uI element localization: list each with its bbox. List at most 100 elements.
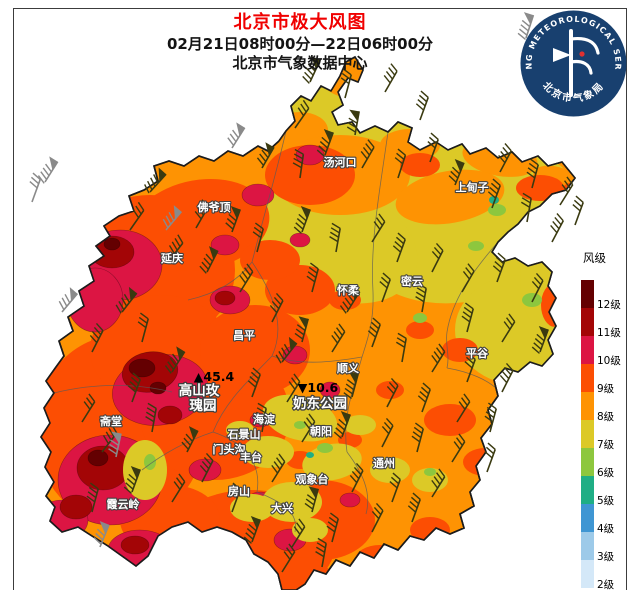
page-title: 北京市极大风图: [233, 12, 367, 33]
wind-barb: [304, 486, 319, 513]
logo-red-dot: [579, 51, 585, 57]
wind-barb: [247, 367, 261, 398]
wind-barb: [271, 453, 286, 483]
wind-barb: [520, 192, 532, 223]
wind-barb: [379, 272, 391, 303]
legend-label: 6级: [597, 467, 615, 479]
legend-item: 3级: [581, 532, 621, 563]
wind-barb: [333, 411, 351, 439]
wind-barb: [407, 492, 421, 523]
wind-barb: [29, 172, 41, 203]
wind-barb: [360, 139, 375, 169]
station-label: 海淀: [253, 412, 276, 426]
extreme-value-label: ▲45.4: [194, 369, 235, 384]
map-header: 北京市极大风图 02月21日08时00分—22日06时00分 北京市气象数据中心: [110, 12, 490, 72]
wind-barb: [256, 142, 275, 169]
wind-barb: [81, 393, 96, 423]
station-label: 密云: [401, 274, 423, 288]
wind-barb: [239, 263, 254, 293]
wind-barb: [37, 156, 59, 184]
district-boundaries: [53, 130, 499, 533]
legend-label: 5级: [597, 495, 615, 507]
wind-barb: [492, 252, 506, 283]
wind-barb: [252, 222, 264, 253]
wind-barb: [326, 512, 339, 543]
wind-barb: [381, 417, 394, 448]
wind-barb: [498, 143, 512, 173]
station-label: 上甸子: [456, 180, 489, 194]
station-label: 瑰园: [190, 397, 217, 414]
wind-barb: [194, 199, 209, 229]
wind-barb: [367, 317, 381, 348]
extreme-value-markers: ▲45.4 ▼10.6: [194, 369, 339, 395]
station-label: 汤河口: [324, 155, 357, 169]
station-label: 奶东公园: [293, 395, 347, 412]
wind-barb: [293, 206, 311, 234]
legend-item: 5级: [581, 476, 621, 507]
wind-barb: [101, 424, 118, 453]
wind-barb: [526, 158, 539, 189]
legend-swatch: [581, 504, 594, 532]
station-label: 霞云岭: [107, 497, 140, 511]
wind-barb: [461, 263, 475, 293]
wind-barb: [281, 543, 296, 573]
legend-label: 10级: [597, 355, 621, 367]
wind-barb: [167, 234, 184, 263]
wind-barb: [427, 132, 439, 163]
wind-barb: [306, 262, 319, 293]
wind-barb: [93, 521, 110, 548]
wind-barb: [144, 167, 167, 194]
wind-barb: [499, 362, 514, 393]
wind-barb: [559, 176, 574, 206]
wind-barb: [164, 346, 186, 374]
bms-logo: BEIJING METEOROLOGICAL SERVICE 北京市气象局: [517, 7, 627, 117]
wind-barb: [145, 402, 157, 433]
wind-vane-icon: [553, 29, 600, 97]
legend-swatch: [581, 560, 594, 588]
wind-barb: [129, 201, 145, 231]
legend-swatch: [581, 532, 594, 560]
wind-barb: [243, 516, 261, 544]
data-source: 北京市气象数据中心: [232, 53, 368, 72]
wind-barb: [487, 178, 501, 209]
legend-item: 9级: [581, 364, 621, 395]
legend-swatch: [581, 448, 594, 476]
wind-barb: [329, 222, 341, 253]
station-label: 怀柔: [337, 283, 360, 297]
legend-label: 2级: [597, 579, 615, 590]
legend-swatch: [581, 420, 594, 448]
legend-swatch: [581, 308, 594, 336]
station-label: 平谷: [466, 346, 489, 360]
legend-swatch: [581, 476, 594, 504]
station-label: 丰台: [240, 450, 262, 464]
wind-barb: [392, 232, 406, 263]
legend-swatch: [581, 364, 594, 392]
station-label: 门头沟: [213, 442, 246, 456]
station-label: 朝阳: [310, 424, 332, 438]
wind-barb: [108, 431, 122, 458]
wind-barb: [451, 433, 466, 463]
station-label: 延庆: [160, 251, 183, 265]
logo-circle: [520, 10, 627, 117]
legend-label: 7级: [597, 439, 615, 451]
legend-item: 7级: [581, 420, 621, 451]
wind-barb: [302, 56, 321, 84]
station-label: 高山玫: [179, 382, 220, 399]
legend-item: 10级: [581, 336, 621, 367]
legend-label: 4级: [597, 523, 615, 535]
legend-item: 8级: [581, 392, 621, 423]
wind-barb: [464, 352, 476, 383]
wind-barb: [461, 302, 474, 333]
wind-barb: [517, 12, 535, 40]
legend-label: 8级: [597, 411, 615, 423]
wind-barb: [411, 422, 424, 453]
extreme-value-label: ▼10.6: [298, 380, 339, 395]
wind-barb: [171, 473, 186, 503]
wind-barb: [346, 109, 360, 136]
wind-barb: [572, 195, 584, 226]
legend-item: 11级: [581, 308, 621, 339]
wind-barbs: [29, 12, 584, 573]
station-label: 大兴: [271, 501, 293, 515]
station-label: 斋堂: [99, 414, 122, 428]
wind-barb: [431, 343, 446, 373]
